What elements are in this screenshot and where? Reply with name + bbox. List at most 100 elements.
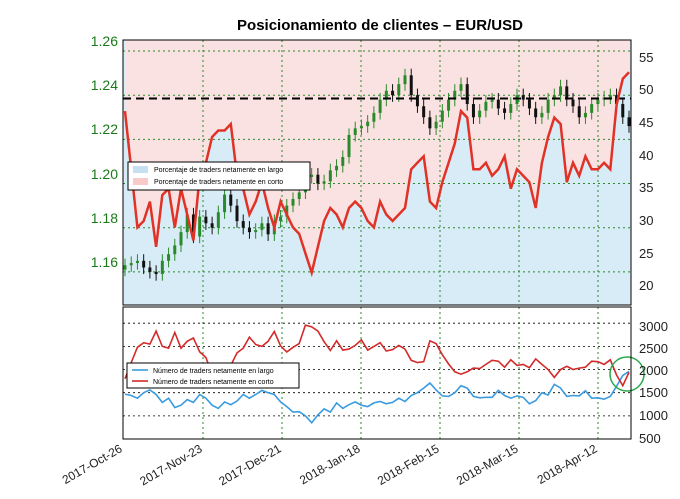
long-count-line xyxy=(124,370,630,425)
candle-body xyxy=(397,84,401,96)
date-tick-label: 2017-Oct-26 xyxy=(60,441,125,487)
candle-body xyxy=(366,121,370,127)
price-panel-legend: Porcentaje de traders netamente en largo… xyxy=(127,161,311,191)
left-tick-label: 1.22 xyxy=(91,121,118,137)
date-tick-label: 2018-Jan-18 xyxy=(297,441,363,487)
candle-body xyxy=(198,216,202,237)
candle-body xyxy=(135,260,139,264)
candle-body xyxy=(216,212,220,228)
candle-body xyxy=(148,267,152,272)
candle-body xyxy=(129,263,133,266)
candle-body xyxy=(453,90,457,100)
date-tick-label: 2018-Mar-15 xyxy=(454,441,521,488)
price-candles xyxy=(123,68,631,281)
legend-label-long: Porcentaje de traders netamente en largo xyxy=(154,167,283,174)
candle-body xyxy=(521,95,525,100)
legend-label-short-count: Número de traders netamente en corto xyxy=(153,379,274,386)
count-panel: 500 1000 1500 2000 2500 3000 Número de t… xyxy=(122,306,668,446)
legend-label-short: Porcentaje de traders netamente en corto xyxy=(154,179,283,186)
candle-body xyxy=(478,110,482,118)
count-axis-right: 500 1000 1500 2000 2500 3000 xyxy=(639,319,668,446)
candle-body xyxy=(210,223,214,228)
candle-body xyxy=(285,205,289,217)
candle-body xyxy=(552,95,556,100)
candle-body xyxy=(179,232,183,246)
candle-body xyxy=(191,214,195,237)
legend-box xyxy=(126,362,300,389)
right-tick-label: 25 xyxy=(639,246,653,261)
candle-body xyxy=(490,99,494,102)
left-tick-label: 1.20 xyxy=(91,166,118,182)
candle-body xyxy=(403,75,407,85)
date-axis: 2017-Oct-26 2017-Nov-23 2017-Dec-21 2018… xyxy=(60,441,600,488)
candle-body xyxy=(484,101,488,111)
count-tick-label: 2000 xyxy=(639,363,668,378)
right-tick-label: 35 xyxy=(639,180,653,195)
candle-body xyxy=(229,194,233,206)
candle-body xyxy=(335,165,339,171)
candle-body xyxy=(316,174,320,184)
candle-body xyxy=(291,199,295,206)
candle-body xyxy=(583,112,587,118)
candle-body xyxy=(254,229,258,233)
candle-body xyxy=(310,174,314,177)
count-tick-label: 2500 xyxy=(639,341,668,356)
candle-body xyxy=(447,99,451,111)
candle-body xyxy=(353,128,357,135)
candle-body xyxy=(142,260,146,268)
candle-body xyxy=(515,95,519,105)
candle-body xyxy=(434,121,438,129)
candle-body xyxy=(540,112,544,118)
candle-body xyxy=(565,86,569,100)
right-tick-label: 40 xyxy=(639,148,653,163)
candle-body xyxy=(409,75,413,96)
date-tick-label: 2017-Dec-21 xyxy=(216,441,283,488)
count-tick-label: 1000 xyxy=(639,408,668,423)
candle-body xyxy=(223,194,227,213)
count-tick-label: 3000 xyxy=(639,319,668,334)
count-tick-label: 500 xyxy=(639,431,661,446)
candle-body xyxy=(590,104,594,113)
highlight-circle xyxy=(609,356,645,392)
price-panel-grid xyxy=(123,40,631,305)
candle-body xyxy=(123,265,127,270)
price-panel: 1.16 1.18 1.20 1.22 1.24 1.26 20 25 30 3… xyxy=(91,33,653,306)
candle-body xyxy=(546,99,550,113)
candle-body xyxy=(322,181,326,184)
percentage-axis-right: 20 25 30 35 40 45 50 55 xyxy=(639,50,653,293)
candle-body xyxy=(459,84,463,91)
candle-body xyxy=(266,223,270,235)
date-tick-label: 2018-Feb-15 xyxy=(375,441,442,488)
candle-body xyxy=(415,95,419,107)
candle-body xyxy=(347,134,351,158)
candle-body xyxy=(235,205,239,222)
candle-body xyxy=(465,84,469,105)
candle-body xyxy=(471,104,475,118)
candle-body xyxy=(279,216,283,222)
candle-body xyxy=(596,99,600,105)
count-tick-label: 1500 xyxy=(639,385,668,400)
chart-title: Posicionamiento de clientes – EUR/USD xyxy=(237,17,523,34)
candle-body xyxy=(571,99,575,107)
candle-body xyxy=(359,126,363,129)
candle-body xyxy=(328,170,332,182)
candle-body xyxy=(440,110,444,122)
candle-body xyxy=(241,221,245,228)
candle-body xyxy=(372,112,376,122)
legend-swatch-long xyxy=(133,166,148,173)
candle-body xyxy=(247,227,251,233)
right-tick-label: 55 xyxy=(639,50,653,65)
candle-body xyxy=(534,108,538,118)
candle-body xyxy=(160,260,164,275)
candle-body xyxy=(154,271,158,275)
candle-body xyxy=(378,99,382,113)
candle-body xyxy=(297,192,301,199)
right-tick-label: 50 xyxy=(639,82,653,97)
left-tick-label: 1.18 xyxy=(91,210,118,226)
left-tick-label: 1.16 xyxy=(91,254,118,270)
candle-body xyxy=(428,117,432,129)
price-axis-left: 1.16 1.18 1.20 1.22 1.24 1.26 xyxy=(91,33,118,270)
legend-label-long-count: Número de traders netamente en largo xyxy=(153,368,274,375)
right-tick-label: 30 xyxy=(639,213,653,228)
